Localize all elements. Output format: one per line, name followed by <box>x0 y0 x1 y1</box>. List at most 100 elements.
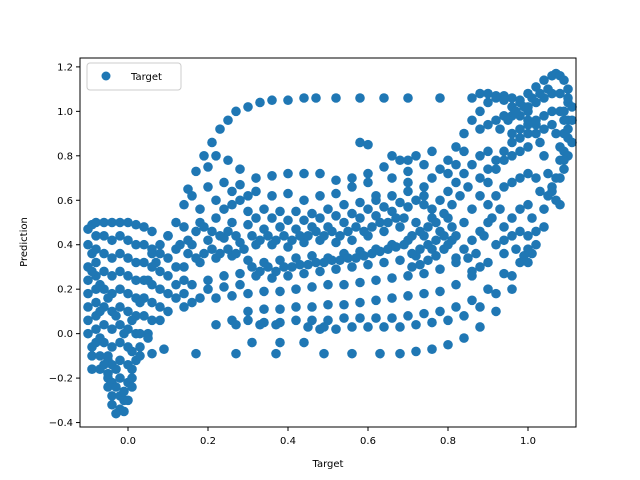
data-point <box>515 204 525 214</box>
data-point <box>111 408 121 419</box>
data-point <box>203 162 213 172</box>
data-point <box>423 239 433 250</box>
data-point <box>355 277 365 288</box>
data-point <box>415 226 425 237</box>
data-point <box>371 295 381 306</box>
data-point <box>115 355 125 366</box>
legend-marker <box>101 71 111 81</box>
data-point <box>499 248 509 259</box>
data-point <box>507 93 517 103</box>
data-point <box>467 295 477 306</box>
data-point <box>415 259 425 270</box>
data-point <box>483 88 493 99</box>
data-point <box>547 119 557 130</box>
data-point <box>183 248 193 259</box>
y-tick-label: 0.2 <box>57 285 73 296</box>
data-point <box>251 186 261 197</box>
data-point <box>83 275 93 286</box>
data-point <box>99 266 109 277</box>
data-point <box>155 239 165 250</box>
data-point <box>455 191 465 201</box>
data-point <box>371 191 381 201</box>
data-point <box>271 235 281 246</box>
data-point <box>307 208 317 219</box>
data-point <box>251 173 261 183</box>
data-point <box>491 164 501 174</box>
data-point <box>119 406 129 417</box>
data-point <box>407 248 417 259</box>
data-point <box>131 275 141 286</box>
data-point <box>511 244 521 254</box>
data-point <box>347 262 357 272</box>
data-point <box>343 226 353 237</box>
data-point <box>287 262 297 272</box>
data-point <box>347 235 357 246</box>
data-point <box>231 231 241 241</box>
data-point <box>339 299 349 310</box>
data-point <box>315 213 325 223</box>
data-point <box>383 217 393 228</box>
data-point <box>215 231 225 241</box>
data-point <box>443 186 453 197</box>
data-point <box>87 364 97 375</box>
data-point <box>303 259 313 270</box>
data-point <box>391 213 401 223</box>
data-point <box>419 288 429 299</box>
data-point <box>499 235 509 246</box>
data-point <box>459 217 469 228</box>
data-point <box>331 93 341 103</box>
data-point <box>363 204 373 214</box>
data-point <box>187 279 197 290</box>
data-point <box>403 311 413 321</box>
data-point <box>475 262 485 272</box>
data-point <box>111 364 121 375</box>
data-point <box>427 146 437 157</box>
data-point <box>179 302 189 312</box>
data-point <box>191 166 201 177</box>
data-point <box>115 302 125 312</box>
data-point <box>531 128 541 139</box>
data-point <box>319 257 329 268</box>
data-point <box>223 115 233 126</box>
data-point <box>403 202 413 212</box>
data-point <box>519 251 529 261</box>
data-point <box>219 177 229 188</box>
data-point <box>139 311 149 321</box>
data-point <box>127 382 137 392</box>
data-point <box>523 199 533 210</box>
data-point <box>499 182 509 192</box>
data-point <box>91 244 101 254</box>
data-point <box>123 253 133 263</box>
data-point <box>315 191 325 201</box>
data-point <box>267 191 277 201</box>
data-point <box>339 279 349 290</box>
data-point <box>347 173 357 183</box>
data-point <box>247 262 257 272</box>
data-point <box>211 195 221 206</box>
data-point <box>123 235 133 246</box>
data-point <box>91 324 101 334</box>
data-point <box>483 146 493 157</box>
data-point <box>163 306 173 317</box>
data-point <box>107 217 117 228</box>
data-point <box>291 315 301 326</box>
data-point <box>331 264 341 274</box>
data-point <box>171 293 181 303</box>
data-point <box>99 319 109 330</box>
data-point <box>503 115 513 126</box>
data-point <box>155 302 165 312</box>
y-tick-label: 0.8 <box>57 151 73 162</box>
data-point <box>467 115 477 126</box>
data-point <box>327 226 337 237</box>
data-point <box>483 257 493 268</box>
data-point <box>179 275 189 286</box>
data-point <box>243 219 253 230</box>
data-point <box>507 128 517 139</box>
data-point <box>419 199 429 210</box>
data-point <box>195 293 205 303</box>
data-point <box>419 268 429 279</box>
data-point <box>451 302 461 312</box>
data-point <box>379 322 389 332</box>
data-point <box>243 288 253 299</box>
data-point <box>219 271 229 281</box>
